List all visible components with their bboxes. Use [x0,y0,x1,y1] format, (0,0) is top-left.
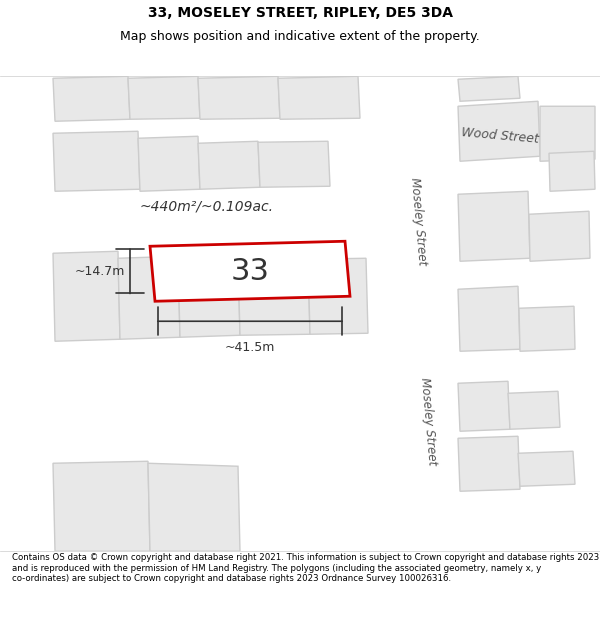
Polygon shape [150,241,350,301]
Polygon shape [148,463,240,551]
Polygon shape [0,351,600,411]
Polygon shape [118,256,180,339]
Polygon shape [540,106,595,161]
Polygon shape [178,258,240,338]
Text: Moseley Street: Moseley Street [407,177,428,266]
Text: Map shows position and indicative extent of the property.: Map shows position and indicative extent… [120,31,480,43]
Polygon shape [458,436,520,491]
Text: 33: 33 [230,257,269,286]
Polygon shape [53,76,130,121]
Polygon shape [519,306,575,351]
Polygon shape [458,101,540,161]
Polygon shape [458,191,530,261]
Polygon shape [138,136,200,191]
Polygon shape [238,258,310,335]
Polygon shape [458,381,510,431]
Polygon shape [0,76,600,141]
Polygon shape [53,131,140,191]
Polygon shape [53,251,120,341]
Polygon shape [370,76,460,551]
Polygon shape [198,76,280,119]
Polygon shape [0,76,50,551]
Polygon shape [198,141,260,189]
Polygon shape [278,76,360,119]
Polygon shape [529,211,590,261]
Polygon shape [258,141,330,188]
Polygon shape [508,391,560,429]
Polygon shape [518,451,575,486]
Polygon shape [458,286,520,351]
Text: 33, MOSELEY STREET, RIPLEY, DE5 3DA: 33, MOSELEY STREET, RIPLEY, DE5 3DA [148,6,452,20]
Text: ~41.5m: ~41.5m [225,341,275,354]
Polygon shape [128,76,200,119]
Polygon shape [53,461,150,551]
Polygon shape [0,191,370,241]
Polygon shape [549,151,595,191]
Text: Wood Street: Wood Street [461,126,539,146]
Text: Contains OS data © Crown copyright and database right 2021. This information is : Contains OS data © Crown copyright and d… [12,554,599,583]
Polygon shape [308,258,368,334]
Polygon shape [458,76,520,101]
Text: ~440m²/~0.109ac.: ~440m²/~0.109ac. [140,199,274,213]
Text: Moseley Street: Moseley Street [418,377,439,466]
Text: ~14.7m: ~14.7m [74,265,125,278]
